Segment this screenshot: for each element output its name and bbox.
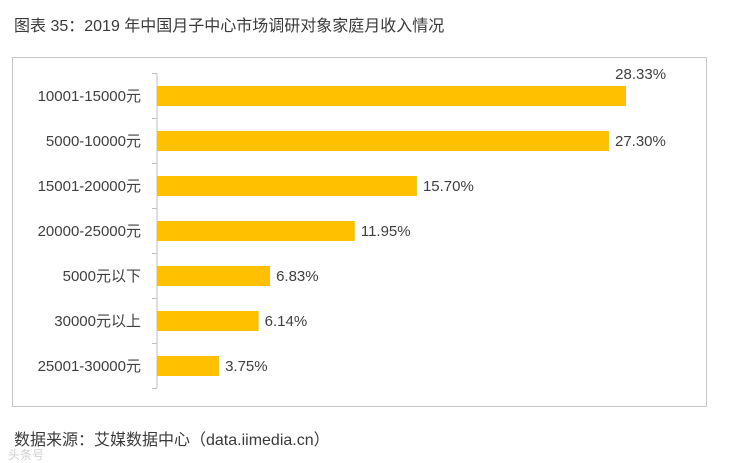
figure-title: 图表 35：2019 年中国月子中心市场调研对象家庭月收入情况	[14, 18, 445, 35]
bar	[157, 221, 355, 241]
bar	[157, 356, 220, 376]
category-label: 15001-20000元	[38, 178, 141, 195]
bar	[157, 311, 259, 331]
data-label: 6.83%	[276, 268, 319, 285]
bar	[157, 176, 417, 196]
category-label: 30000元以上	[54, 313, 141, 330]
data-label: 6.14%	[265, 313, 308, 330]
category-label: 20000-25000元	[38, 223, 141, 240]
data-label: 11.95%	[361, 223, 411, 240]
bar	[157, 266, 271, 286]
category-label: 5000元以下	[63, 268, 141, 285]
category-label: 25001-30000元	[38, 358, 141, 375]
category-label: 10001-15000元	[38, 88, 141, 105]
bar	[157, 131, 609, 151]
data-label: 15.70%	[423, 178, 474, 195]
source-note: 数据来源：艾媒数据中心（data.iimedia.cn）	[14, 432, 330, 449]
category-label: 5000-10000元	[46, 133, 141, 150]
bar	[157, 86, 627, 106]
data-label: 28.33%	[615, 66, 666, 83]
data-label: 3.75%	[225, 358, 268, 375]
watermark: 头条号	[8, 448, 45, 462]
chart-area	[12, 57, 707, 407]
data-label: 27.30%	[615, 133, 666, 150]
